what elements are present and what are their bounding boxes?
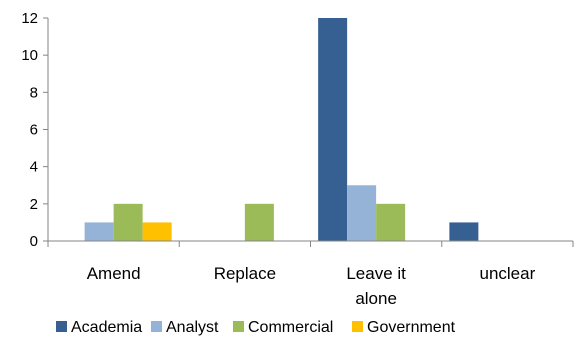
- legend-label-academia: Academia: [71, 319, 142, 336]
- x-category-label: Replace: [214, 264, 276, 283]
- y-tick-label: 12: [21, 10, 38, 27]
- bar-academia-2: [318, 18, 348, 241]
- bar-commercial-1: [244, 203, 274, 241]
- legend-label-government: Government: [367, 319, 456, 336]
- x-category-label: Leave it alone: [346, 264, 406, 308]
- y-tick-label: 0: [30, 233, 38, 250]
- y-tick-label: 10: [21, 47, 38, 64]
- x-category-label: Amend: [87, 264, 141, 283]
- bar-commercial-0: [113, 203, 143, 241]
- legend-swatch-analyst: [151, 321, 162, 332]
- legend-swatch-academia: [56, 321, 67, 332]
- legend-label-commercial: Commercial: [248, 319, 333, 336]
- bar-analyst-0: [84, 222, 114, 241]
- legend-swatch-commercial: [233, 321, 244, 332]
- y-axis: 0 2 4 6 8 10 12: [21, 10, 49, 250]
- bars: [84, 18, 479, 241]
- bar-commercial-2: [376, 203, 406, 241]
- legend: Academia Analyst Commercial Government: [56, 319, 456, 336]
- bar-academia-3: [449, 222, 479, 241]
- y-tick-label: 2: [30, 196, 38, 213]
- bar-government-0: [142, 222, 172, 241]
- y-tick-label: 8: [30, 84, 38, 101]
- x-category-label: unclear: [479, 264, 535, 283]
- legend-label-analyst: Analyst: [166, 319, 219, 336]
- y-tick-label: 6: [30, 122, 38, 139]
- bar-analyst-2: [347, 185, 377, 241]
- y-tick-label: 4: [30, 159, 38, 176]
- x-axis: Amend Replace Leave it alone unclear: [47, 240, 574, 308]
- legend-swatch-government: [352, 321, 363, 332]
